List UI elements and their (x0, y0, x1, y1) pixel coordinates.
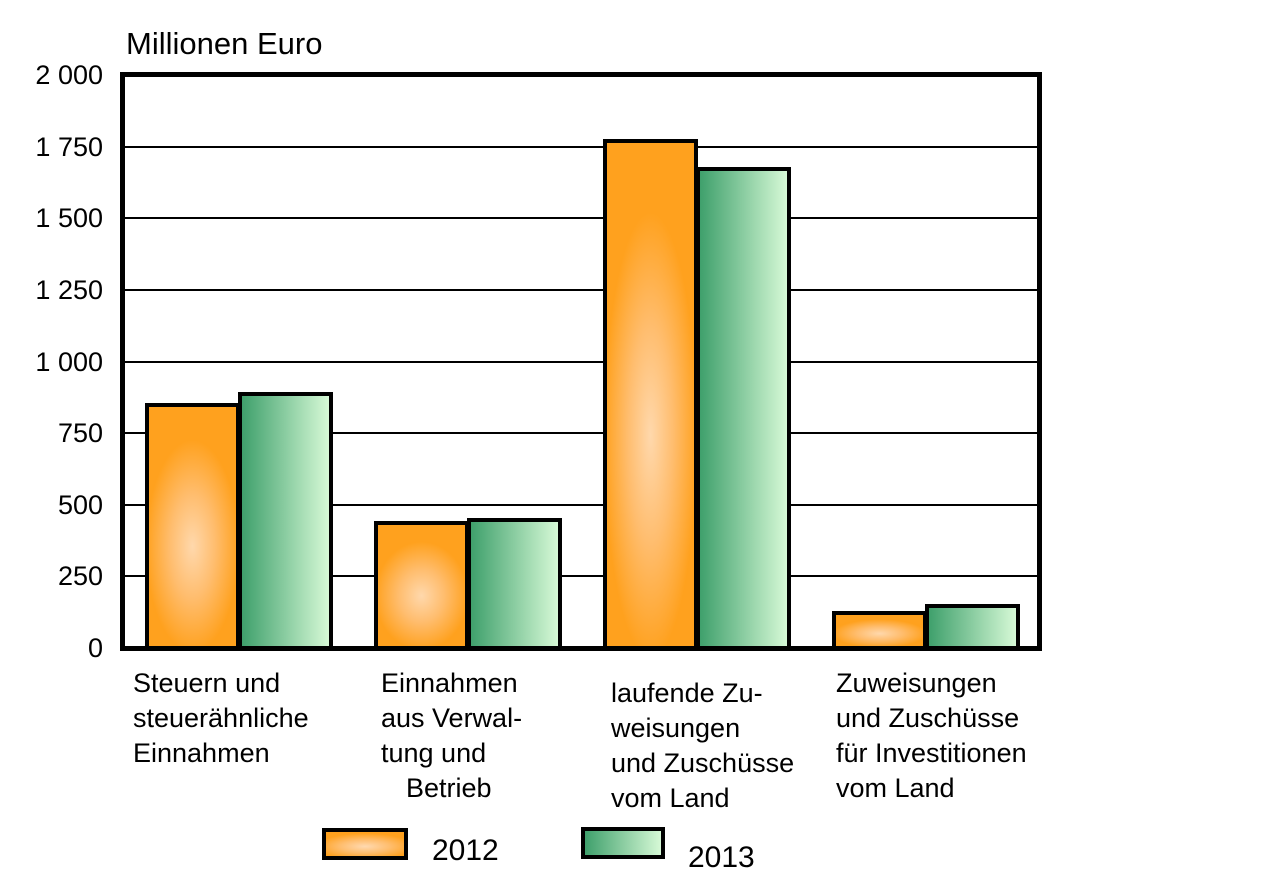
gridline-1750 (123, 145, 1040, 148)
bar-2013-category-3 (696, 166, 792, 651)
gridline-1500 (123, 217, 1040, 220)
category-label-line: und Zuschüsse (836, 703, 1020, 733)
category-label-line: Einnahmen (381, 668, 518, 698)
gridline-500 (123, 503, 1040, 506)
category-label-line: weisungen (611, 713, 741, 743)
category-label-4: Zuweisungen und Zuschüsse für Investitione… (836, 666, 1027, 806)
y-axis-label-500: 500 (57, 489, 103, 520)
gridline-1000 (123, 360, 1040, 363)
category-label-line: Betrieb (406, 773, 492, 803)
category-label-line: Steuern und (133, 668, 281, 698)
gridline-250 (123, 575, 1040, 578)
category-label-1: Steuern und steuerähnliche Einnahmen (133, 666, 309, 771)
y-axis-unit-title: Millionen Euro (126, 26, 323, 61)
bar-2013-category-2 (466, 517, 562, 651)
category-label-line: aus Verwal- (381, 703, 523, 733)
legend-label-2013: 2013 (688, 841, 755, 874)
category-label-line: laufende Zu- (611, 678, 763, 708)
y-axis-label-1250: 1 250 (35, 274, 103, 305)
category-label-line: steuerähnliche (133, 703, 309, 733)
y-axis-label-1500: 1 500 (35, 203, 103, 234)
bar-2013-category-4 (925, 603, 1021, 651)
gridline-1250 (123, 288, 1040, 291)
category-label-line: tung und (381, 738, 487, 768)
category-label-line: vom Land (611, 783, 730, 813)
y-axis-label-0: 0 (87, 633, 103, 663)
category-label-2: Einnahmen aus Verwal-tung und Betrieb (381, 666, 522, 806)
category-label-line: Zuweisungen (836, 668, 997, 698)
y-axis-label-250: 250 (57, 561, 103, 592)
bar-2012-category-3 (603, 139, 699, 651)
bar-2012-category-1 (144, 403, 240, 651)
category-label-line: und Zuschüsse (611, 748, 795, 778)
y-axis-label-750: 750 (57, 418, 103, 449)
legend-label-2012: 2012 (432, 834, 499, 867)
y-axis-label-2000: 2 000 (35, 60, 103, 90)
category-label-3: laufende Zu-weisungen und Zuschüsse vom La… (611, 676, 794, 816)
category-label-line: Einnahmen (133, 738, 270, 768)
y-axis-label-1750: 1 750 (35, 131, 103, 162)
bar-2012-category-2 (373, 520, 469, 651)
category-label-line: für Investitionen (836, 738, 1027, 768)
legend-swatch-2012 (322, 828, 408, 860)
bar-2012-category-4 (832, 610, 928, 651)
legend-swatch-2013 (581, 827, 665, 859)
bar-2013-category-1 (237, 391, 333, 651)
y-axis-label-1000: 1 000 (35, 346, 103, 377)
gridline-750 (123, 432, 1040, 435)
category-label-line: vom Land (836, 773, 955, 803)
